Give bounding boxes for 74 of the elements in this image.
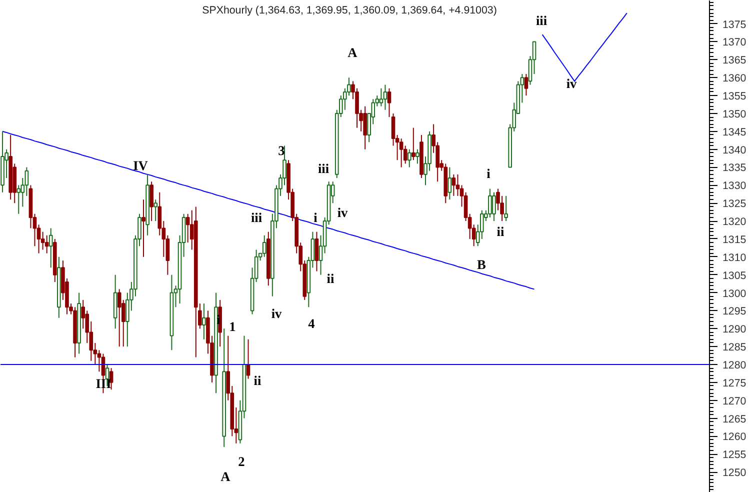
candlestick bbox=[379, 88, 384, 107]
candlestick bbox=[117, 288, 122, 348]
candlestick bbox=[399, 138, 404, 168]
candlestick bbox=[44, 234, 49, 254]
candlestick bbox=[150, 181, 154, 222]
annotation: A bbox=[348, 45, 358, 60]
y-tick-label: 1325 bbox=[722, 198, 746, 210]
y-tick-label: 1340 bbox=[722, 144, 746, 156]
annotation: IV bbox=[133, 158, 148, 173]
y-tick-label: 1315 bbox=[722, 234, 746, 246]
annotation: A bbox=[220, 469, 231, 484]
annotation: 1 bbox=[229, 319, 236, 334]
y-tick-label: 1290 bbox=[722, 324, 746, 336]
candlestick bbox=[363, 106, 367, 150]
candlestick bbox=[416, 148, 420, 164]
chart-title: SPXhourly (1,364.63, 1,369.95, 1,360.09, 1,369.64, +4.91003) bbox=[202, 4, 497, 16]
candlestick bbox=[314, 231, 319, 272]
y-tick-label: 1275 bbox=[722, 377, 746, 390]
y-tick-label: 1285 bbox=[722, 342, 746, 354]
candlestick bbox=[488, 188, 492, 218]
y-tick-label: 1355 bbox=[722, 90, 746, 103]
candlestick bbox=[186, 213, 190, 244]
candlestick bbox=[492, 192, 496, 222]
y-tick-label: 1255 bbox=[722, 449, 746, 462]
candlestick bbox=[383, 84, 388, 110]
annotation: ii bbox=[496, 224, 504, 239]
y-tick-label: 1260 bbox=[722, 431, 746, 444]
candlestick bbox=[48, 228, 53, 268]
candlestick bbox=[452, 174, 456, 196]
candlestick bbox=[16, 184, 21, 214]
y-tick-label: 1375 bbox=[722, 18, 746, 31]
y-tick-label: 1270 bbox=[722, 395, 746, 408]
annotation: iii bbox=[250, 210, 262, 225]
annotation: 4 bbox=[308, 316, 316, 331]
y-tick-label: 1310 bbox=[722, 252, 746, 264]
y-tick-label: 1365 bbox=[722, 54, 746, 67]
annotation: iii bbox=[536, 13, 548, 28]
y-tick-label: 1305 bbox=[722, 270, 746, 282]
y-tick-label: 1250 bbox=[722, 467, 746, 480]
y-tick-label: 1295 bbox=[722, 306, 746, 318]
candlestick bbox=[154, 199, 158, 222]
candlestick bbox=[262, 234, 266, 258]
candlestick bbox=[24, 166, 29, 196]
candlestick bbox=[448, 166, 452, 200]
candlestick bbox=[391, 112, 396, 146]
candlestick bbox=[456, 174, 460, 196]
candlestick bbox=[202, 303, 206, 340]
annotation: ii bbox=[254, 373, 262, 388]
y-tick-label: 1320 bbox=[722, 216, 746, 228]
candlestick bbox=[504, 195, 508, 222]
y-tick-label: 1345 bbox=[722, 126, 746, 138]
annotation: B bbox=[477, 257, 486, 272]
y-tick-label: 1335 bbox=[722, 162, 746, 174]
y-tick-label: 1330 bbox=[722, 180, 746, 192]
annotation: iv bbox=[566, 76, 578, 91]
y-tick-label: 1265 bbox=[722, 413, 746, 426]
candlestick bbox=[387, 88, 392, 118]
y-tick-label: 1370 bbox=[722, 36, 746, 49]
annotation: ii bbox=[326, 271, 334, 286]
y-tick-label: 1300 bbox=[722, 288, 746, 300]
candlestick bbox=[407, 148, 412, 168]
annotation: i bbox=[314, 210, 318, 225]
annotation: iv bbox=[337, 205, 348, 220]
candlestick bbox=[524, 74, 528, 96]
y-tick-label: 1350 bbox=[722, 108, 746, 120]
y-tick-label: 1280 bbox=[722, 359, 746, 372]
annotation: iv bbox=[271, 306, 282, 321]
annotation: iii bbox=[318, 161, 330, 176]
candlestick bbox=[142, 199, 146, 258]
line-series bbox=[2, 130, 535, 290]
annotation: 2 bbox=[238, 454, 246, 469]
y-tick-label: 1360 bbox=[722, 72, 746, 85]
candlestick bbox=[412, 127, 416, 161]
annotation: i bbox=[486, 166, 491, 181]
